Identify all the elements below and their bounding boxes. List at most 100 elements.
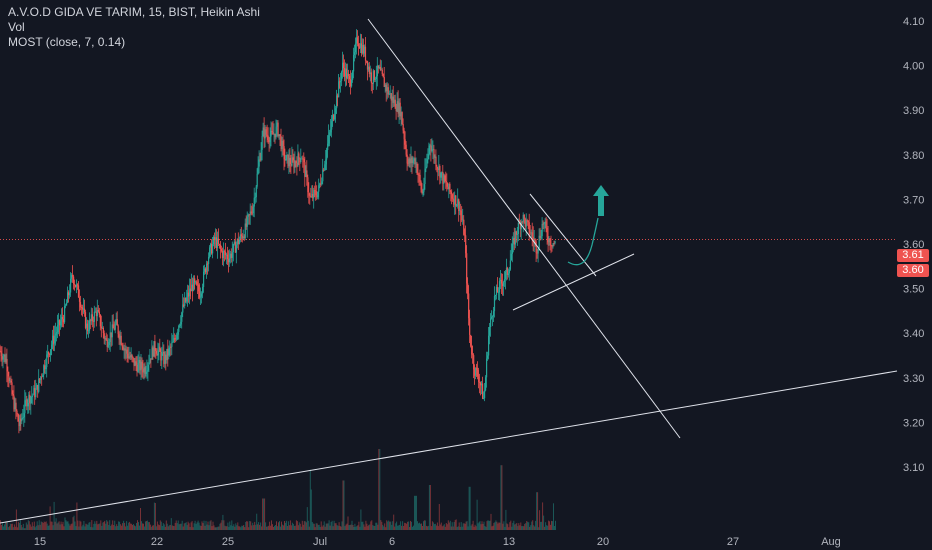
volume-bar bbox=[108, 525, 110, 530]
candle-body bbox=[104, 338, 106, 339]
candle-body bbox=[401, 112, 403, 125]
volume-bar bbox=[66, 521, 68, 530]
volume-bar bbox=[300, 526, 302, 530]
support-trendline[interactable] bbox=[0, 370, 898, 524]
symbol-title[interactable]: A.V.O.D GIDA VE TARIM, 15, BIST, Heikin … bbox=[8, 5, 260, 19]
projection-curve[interactable] bbox=[567, 217, 599, 266]
candle-body bbox=[472, 354, 474, 356]
volume-bar bbox=[530, 525, 532, 530]
candle-body bbox=[441, 172, 443, 173]
candle-body bbox=[67, 292, 69, 303]
candle-body bbox=[366, 61, 369, 70]
volume-bar bbox=[524, 523, 526, 530]
candle-body bbox=[427, 154, 429, 160]
small-support-line[interactable] bbox=[512, 253, 635, 311]
volume-bar bbox=[89, 522, 91, 530]
volume-bar bbox=[445, 523, 447, 530]
candle-body bbox=[329, 132, 331, 136]
candle-body bbox=[290, 164, 292, 166]
candle-body bbox=[132, 357, 134, 359]
volume-bar bbox=[511, 526, 513, 530]
candle-body bbox=[522, 215, 524, 223]
candle-body bbox=[85, 323, 88, 328]
price-axis[interactable]: 3.10 3.20 3.30 3.40 3.50 3.60 3.70 3.80 3.90 4.00… bbox=[903, 16, 924, 474]
candle-body bbox=[360, 43, 363, 54]
volume-bar bbox=[469, 486, 471, 530]
candle-body bbox=[372, 70, 374, 84]
volume-bar bbox=[475, 526, 477, 530]
candle-body bbox=[364, 46, 367, 61]
volume-bar bbox=[490, 513, 492, 530]
candle-body bbox=[181, 312, 183, 322]
volume-bar bbox=[71, 523, 73, 530]
candle-body bbox=[448, 183, 450, 190]
volume-bar bbox=[36, 521, 38, 530]
candle-body bbox=[473, 355, 475, 370]
candle-body bbox=[434, 156, 436, 158]
volume-bar bbox=[296, 521, 298, 530]
time-tick-label: 22 bbox=[151, 536, 163, 548]
volume-label[interactable]: Vol bbox=[8, 20, 25, 34]
up-arrow-shaft[interactable] bbox=[598, 196, 604, 216]
up-arrow-icon[interactable] bbox=[593, 185, 609, 196]
candle-body bbox=[141, 361, 143, 369]
volume-bar bbox=[49, 506, 51, 530]
volume-bar bbox=[30, 526, 32, 530]
volume-bar bbox=[26, 524, 28, 530]
candle-body bbox=[417, 173, 419, 175]
volume-bar bbox=[280, 526, 281, 530]
volume-bar bbox=[461, 526, 463, 530]
volume-bar bbox=[332, 526, 334, 530]
volume-bar bbox=[104, 520, 106, 530]
candle-body bbox=[223, 251, 226, 252]
candle-body bbox=[265, 129, 267, 135]
small-resistance-line[interactable] bbox=[529, 193, 597, 277]
volume-bar bbox=[38, 520, 40, 530]
candle-body bbox=[393, 99, 395, 103]
volume-bar bbox=[183, 523, 185, 530]
candle-body bbox=[444, 175, 446, 182]
resistance-trendline[interactable] bbox=[367, 18, 681, 439]
candle-body bbox=[475, 367, 477, 376]
volume-bar bbox=[421, 523, 422, 530]
candle-body bbox=[244, 223, 246, 239]
volume-bar bbox=[363, 524, 365, 530]
volume-bar bbox=[408, 521, 410, 530]
volume-bar bbox=[514, 524, 516, 530]
volume-bar bbox=[495, 520, 497, 531]
candle-body bbox=[410, 157, 412, 164]
candle-body bbox=[45, 367, 47, 369]
candle-body bbox=[431, 149, 433, 151]
volume-bar bbox=[100, 520, 102, 530]
candle-body bbox=[450, 191, 452, 195]
volume-bar bbox=[250, 521, 252, 530]
candle-body bbox=[171, 342, 173, 347]
volume-bar bbox=[435, 525, 437, 530]
candle-body bbox=[9, 380, 11, 382]
volume-bar bbox=[92, 527, 94, 530]
volume-bar bbox=[79, 520, 81, 530]
volume-bar bbox=[149, 524, 151, 530]
candle-body bbox=[537, 248, 539, 254]
volume-bar bbox=[22, 523, 24, 530]
volume-bar bbox=[206, 524, 208, 530]
candle-body bbox=[494, 295, 497, 297]
candle-body bbox=[32, 394, 34, 396]
volume-bar bbox=[480, 524, 482, 530]
candle-body bbox=[24, 400, 26, 414]
time-axis[interactable]: 15 22 25 Jul 6 13 20 27 Aug bbox=[34, 536, 841, 548]
candle-body bbox=[356, 37, 359, 44]
volume-bar bbox=[437, 526, 439, 530]
candle-body bbox=[335, 108, 337, 115]
volume-bar bbox=[540, 521, 542, 530]
candle-body bbox=[406, 154, 408, 164]
candle-body bbox=[309, 195, 311, 197]
volume-bar bbox=[181, 520, 183, 530]
candle-body bbox=[204, 268, 206, 272]
volume-bar bbox=[255, 524, 257, 530]
candle-body bbox=[160, 351, 162, 361]
candle-body bbox=[453, 199, 455, 205]
volume-bar bbox=[64, 517, 66, 530]
most-indicator-label[interactable]: MOST (close, 7, 0.14) bbox=[8, 35, 126, 49]
